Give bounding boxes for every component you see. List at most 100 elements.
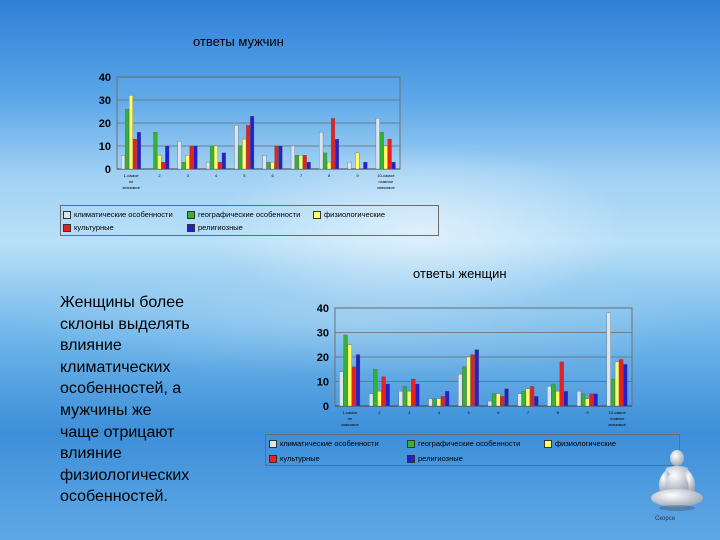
women-bar [606, 312, 611, 407]
legend-label: культурные [280, 454, 320, 463]
description-line: чаще отрицают [60, 423, 175, 441]
men-x-tick-label-line: 9 [356, 173, 359, 178]
women-bar [525, 388, 530, 407]
legend-swatch [407, 454, 415, 463]
women-bar [398, 391, 403, 407]
women-bar [385, 383, 390, 407]
women-y-tick-label: 20 [317, 352, 329, 364]
women-bar [402, 386, 408, 407]
men-bar [209, 145, 214, 170]
men-bar [363, 161, 368, 170]
men-bar [294, 155, 299, 170]
men-x-tick-label-line: 3 [187, 173, 190, 178]
women-bar [462, 366, 467, 407]
men-bar [302, 155, 307, 170]
men-bar [177, 141, 182, 170]
legend-label: климатические особенности [280, 439, 379, 448]
women-x-tick-label-line: значимое [341, 422, 359, 427]
women-bar [373, 369, 378, 407]
men-bar [125, 109, 130, 170]
men-bar [189, 145, 194, 170]
men-bar [347, 161, 352, 170]
men-bar [121, 155, 126, 170]
women-bar [496, 393, 501, 407]
men-x-tick-label: 3 [187, 173, 190, 178]
legend-label: религиозные [198, 223, 243, 232]
women-bar [411, 378, 416, 407]
men-bar [185, 155, 190, 170]
men-x-tick-label: 9 [356, 173, 359, 178]
legend-men-culture: культурные [63, 223, 114, 232]
women-x-tick-label: 2 [378, 410, 381, 415]
men-x-tick-label-line: не [129, 179, 134, 184]
legend-women-physiology: физиологические [544, 439, 616, 448]
women-bar [407, 391, 412, 407]
men-bar [213, 145, 218, 170]
legend-men-religion: религиозные [187, 223, 243, 232]
women-bar [593, 393, 598, 407]
legend-men-physiology: физиологические [313, 210, 385, 219]
men-bar [379, 132, 384, 170]
description-text: Женщины более склоны выделять влияние кл… [60, 292, 250, 508]
men-x-tick-label: 6 [272, 173, 275, 178]
legend-label: климатические особенности [74, 210, 173, 219]
men-bar [274, 145, 279, 170]
description-line: особенностей, а [60, 380, 182, 398]
women-bar [474, 349, 479, 407]
men-bar [129, 95, 133, 170]
men-bar [153, 132, 158, 170]
description-line: климатических [60, 358, 171, 376]
women-bar [534, 396, 539, 407]
women-bar [487, 400, 492, 407]
men-x-tick-label: 5 [243, 173, 246, 178]
women-x-tick-label-line: 3 [408, 410, 411, 415]
men-bar [387, 138, 392, 170]
men-bar [278, 145, 283, 170]
legend-swatch [187, 223, 195, 232]
men-x-tick-label-line: значимое [122, 185, 140, 190]
men-x-tick-label: 7 [300, 173, 303, 178]
women-bar [576, 391, 582, 407]
legend-swatch [187, 210, 195, 219]
women-bar [432, 398, 437, 407]
women-x-tick-label: 5 [468, 410, 471, 415]
men-bar [270, 161, 275, 170]
men-bar [242, 138, 247, 170]
legend-women-climate: климатические особенности [269, 439, 379, 448]
legend-men-geography: географические особенности [187, 210, 300, 219]
men-x-tick-label: 8 [328, 173, 331, 178]
men-bar [290, 145, 295, 170]
women-x-tick-label: 1-самое не значимое [341, 410, 359, 427]
men-bar [157, 155, 162, 170]
men-bar [391, 161, 396, 170]
legend-label: географические особенности [198, 210, 301, 219]
description-line: влияние [60, 445, 122, 463]
women-bar [589, 393, 594, 407]
women-bar [517, 393, 522, 407]
men-x-tick-label-line: 10-самое [377, 173, 395, 178]
women-bar [614, 361, 620, 407]
women-x-tick-label: 9 [586, 410, 589, 415]
legend-men-climate: климатические особенности [63, 210, 173, 219]
men-bar [335, 138, 340, 170]
women-x-tick-label-line: 10-самое [609, 410, 627, 415]
women-x-tick-label-line: 6 [497, 410, 500, 415]
men-x-tick-label-line: 4 [215, 173, 218, 178]
women-bar [355, 354, 361, 407]
women-bar [547, 386, 552, 407]
men-x-tick-label-line: 1-самое [124, 173, 140, 178]
men-bar [383, 145, 388, 170]
women-bar [347, 344, 352, 407]
men-bar [306, 161, 311, 170]
legend-women-geography: географические особенности [407, 439, 520, 448]
men-bar [205, 161, 210, 170]
legend-label: физиологические [555, 439, 617, 448]
men-bar [375, 118, 380, 170]
women-bar [369, 393, 374, 407]
men-bar [234, 125, 239, 170]
men-x-tick-label-line: 2 [158, 173, 161, 178]
men-x-tick-label-line: 6 [272, 173, 275, 178]
legend-swatch [407, 439, 415, 448]
